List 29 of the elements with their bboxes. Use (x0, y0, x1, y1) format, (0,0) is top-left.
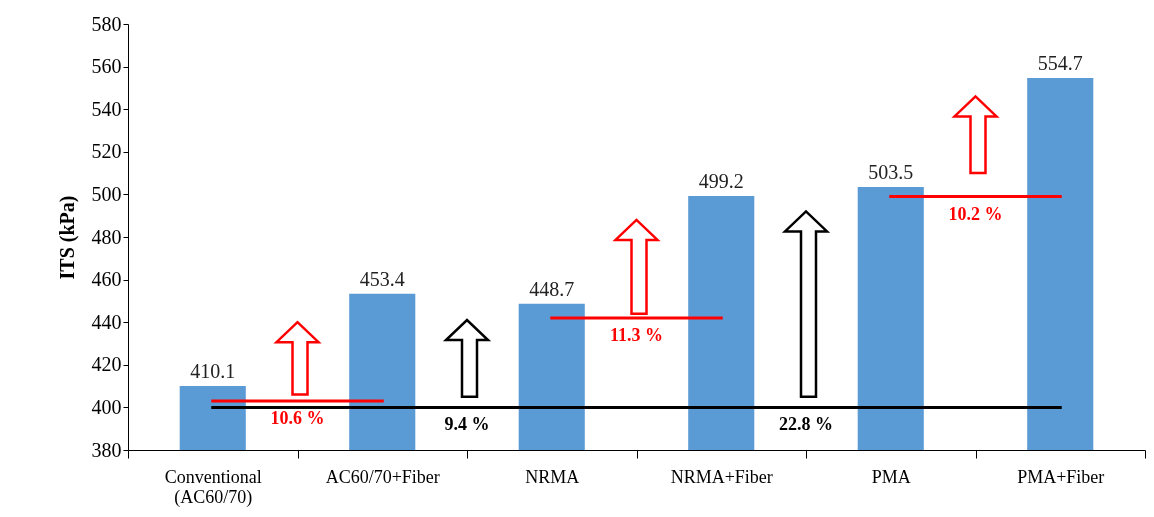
y-tick-label: 400 (91, 395, 122, 418)
x-tick-label: PMA (871, 466, 911, 487)
y-axis-title: ITS (kPa) (55, 195, 79, 280)
data-label: 503.5 (868, 160, 914, 183)
x-tick-label: AC60/70+Fiber (325, 466, 440, 487)
data-label: 499.2 (698, 170, 744, 193)
annotation: 10.6 % (270, 408, 325, 429)
data-label: 410.1 (190, 359, 236, 382)
y-tick-label: 480 (91, 225, 122, 248)
y-tick-label: 500 (91, 182, 122, 205)
data-label: 448.7 (529, 277, 575, 300)
y-tick-label: 440 (91, 310, 122, 333)
x-tick-label: NRMA+Fiber (670, 466, 773, 487)
y-tick-label: 540 (91, 97, 122, 120)
annotation: 22.8 % (779, 414, 833, 435)
y-tick-label: 380 (91, 438, 122, 461)
x-tick-label: NRMA (525, 466, 580, 487)
y-tick-label: 520 (91, 140, 122, 163)
annotation: 10.2 % (948, 203, 1003, 224)
data-label: 453.4 (359, 267, 405, 290)
data-label: 554.7 (1037, 51, 1083, 74)
x-tick-label: PMA+Fiber (1017, 466, 1105, 487)
annotation: 9.4 % (444, 414, 490, 435)
y-tick-label: 420 (91, 353, 122, 376)
y-tick-label: 560 (91, 55, 122, 78)
y-tick-label: 460 (91, 268, 122, 291)
x-tick-label: Conventional (AC60/70) (164, 466, 262, 508)
y-tick-label: 580 (91, 12, 122, 35)
annotation: 11.3 % (609, 324, 664, 345)
